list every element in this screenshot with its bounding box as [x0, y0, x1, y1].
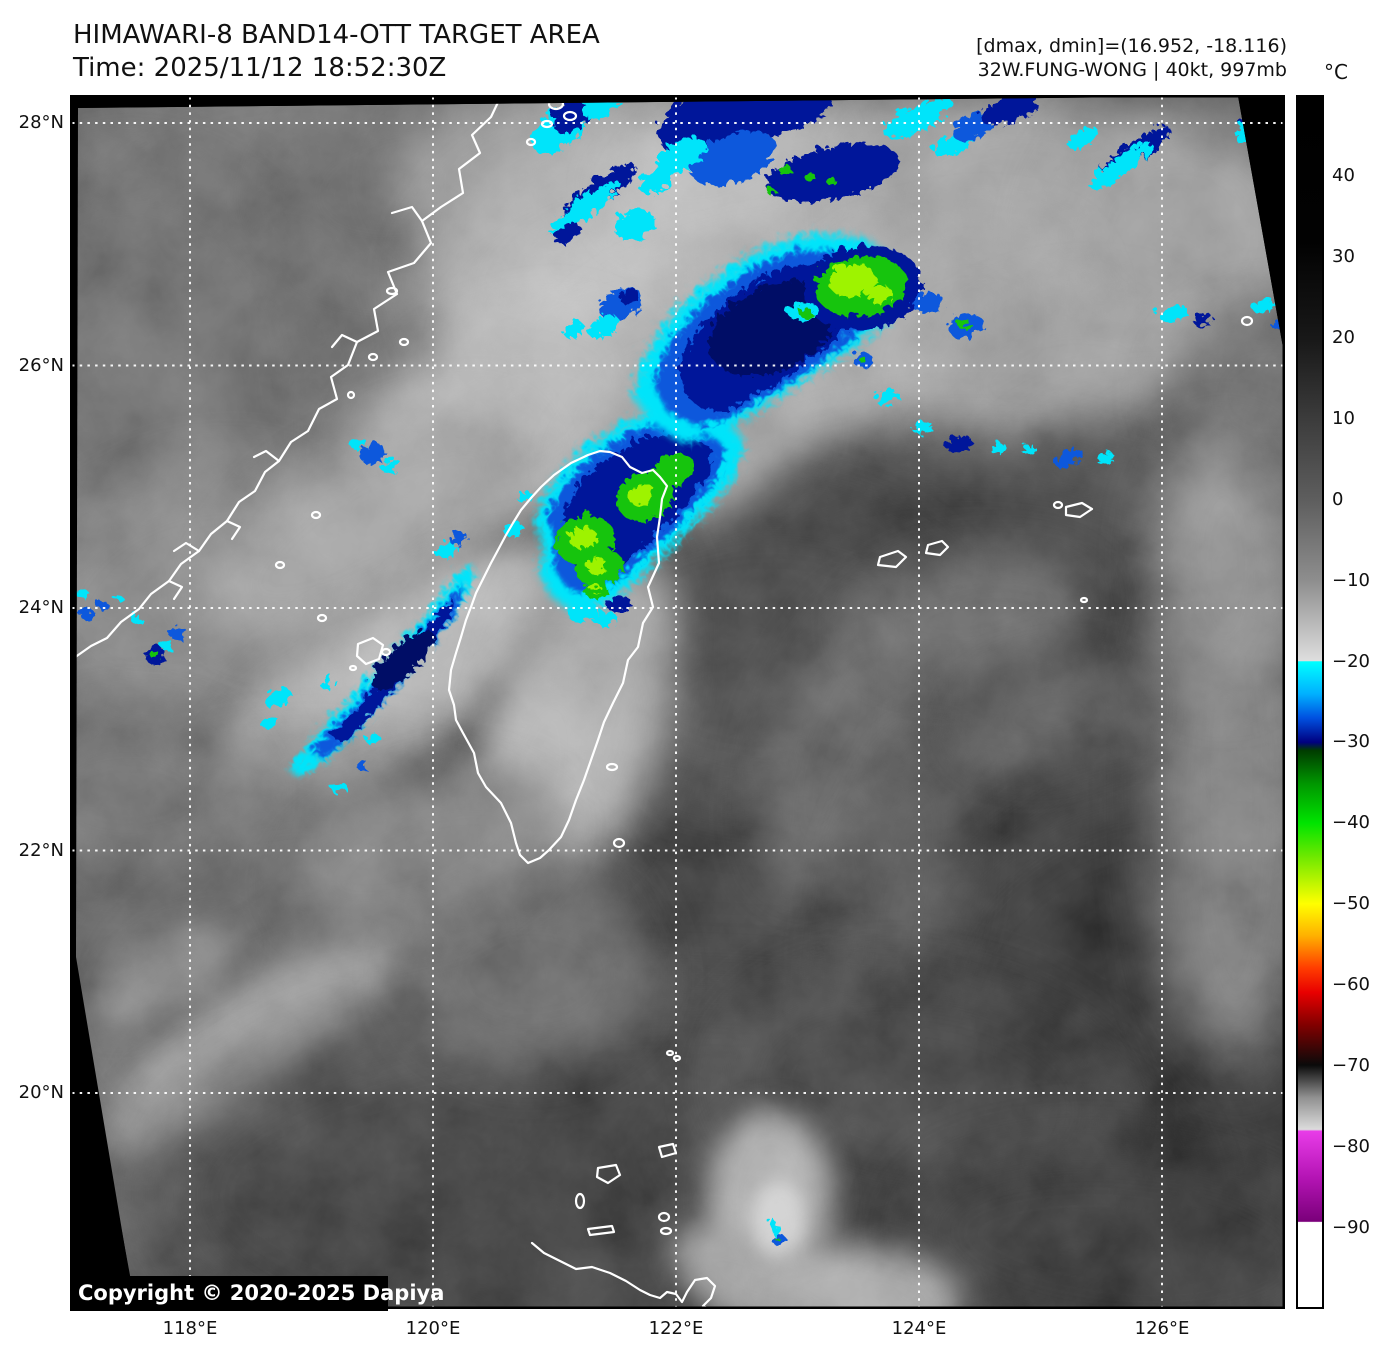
- lon-tick-label: 120°E: [405, 1318, 461, 1339]
- coastline-layer: [76, 96, 1254, 1308]
- colorbar-tick-label: −70: [1332, 1055, 1370, 1077]
- lat-tick-label: 26°N: [18, 354, 64, 376]
- satellite-imagery-map: [70, 95, 1285, 1309]
- colorbar-tick-label: 40: [1332, 164, 1355, 186]
- colorbar-unit-label: °C: [1324, 60, 1348, 84]
- colorbar-tick-label: −30: [1332, 731, 1370, 753]
- colorbar-tick-label: −10: [1332, 569, 1370, 591]
- lon-tick-label: 126°E: [1134, 1318, 1190, 1339]
- colorbar-tick-label: −90: [1332, 1217, 1370, 1239]
- storm-info-readout: 32W.FUNG-WONG | 40kt, 997mb: [977, 59, 1287, 81]
- lat-tick-label: 20°N: [18, 1082, 64, 1103]
- colorbar-tick-label: 30: [1332, 245, 1355, 267]
- colorbar-tick-label: 20: [1332, 326, 1355, 348]
- cold-cloud-top-overlay: [76, 96, 1284, 1243]
- colorbar-tick-label: 0: [1332, 488, 1344, 510]
- colorbar-tick-label: −80: [1332, 1136, 1370, 1158]
- lon-tick-label: 124°E: [891, 1318, 947, 1339]
- lat-tick-label: 28°N: [18, 112, 64, 133]
- colorbar-tick-label: −20: [1332, 650, 1370, 672]
- colorbar-tick-label: −60: [1332, 974, 1370, 996]
- colorbar: [1296, 95, 1324, 1309]
- lat-tick-label: 24°N: [18, 597, 64, 618]
- colorbar-tick-label: −40: [1332, 812, 1370, 834]
- colorbar-tick-label: 10: [1332, 407, 1355, 429]
- satellite-data-layer: [76, 96, 1284, 1308]
- product-timestamp: Time: 2025/11/12 18:52:30Z: [73, 53, 447, 83]
- copyright-badge: Copyright © 2020-2025 Dapiya: [70, 1276, 444, 1311]
- lon-tick-label: 122°E: [648, 1318, 704, 1339]
- scan-edge-wedges: [71, 96, 1284, 1308]
- product-title: HIMAWARI-8 BAND14-OTT TARGET AREA: [73, 20, 600, 50]
- lat-tick-label: 22°N: [18, 839, 64, 861]
- colorbar-tick-label: −50: [1332, 893, 1370, 915]
- latlon-gridlines: [72, 97, 1283, 1307]
- dmax-dmin-readout: [dmax, dmin]=(16.952, -18.116): [976, 35, 1287, 57]
- lon-tick-label: 118°E: [162, 1318, 218, 1339]
- map-border: [70, 95, 1285, 1309]
